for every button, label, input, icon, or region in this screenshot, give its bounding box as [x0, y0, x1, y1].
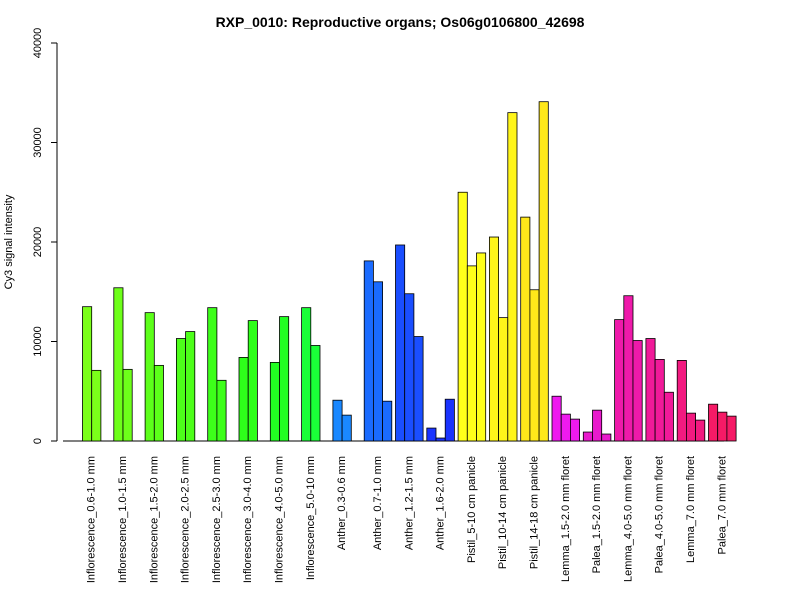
bar [153, 364, 164, 442]
bar [560, 413, 571, 442]
bar [444, 398, 455, 442]
x-tick-label: Inflorescence_4.0-5.0 mm [274, 456, 286, 583]
bar [570, 418, 581, 442]
bar [363, 260, 374, 442]
bar [601, 433, 612, 442]
x-tick-label: Pistil_14-18 cm panicle [529, 456, 541, 569]
bar [538, 101, 549, 442]
bar [185, 331, 196, 442]
x-tick-label: Inflorescence_5.0-10 mm [305, 456, 317, 580]
y-axis-label: Cy3 signal intensity [3, 194, 15, 289]
bar [207, 307, 218, 442]
x-tick-label: Anther_0.7-1.0 mm [372, 456, 384, 550]
bar [592, 409, 603, 442]
bar [476, 252, 487, 442]
y-tick-label: 40000 [32, 28, 44, 59]
bar [488, 236, 499, 442]
x-tick-label: Palea_7.0 mm floret [716, 456, 728, 554]
y-tick-label: 20000 [32, 227, 44, 258]
bar [498, 317, 509, 442]
bar [238, 357, 249, 442]
y-axis: 0 10000 20000 30000 40000 [32, 28, 58, 444]
y-tick-label: 0 [32, 438, 44, 444]
bar [310, 345, 321, 442]
bar [623, 295, 634, 442]
bar [529, 289, 540, 442]
bar [695, 419, 706, 442]
y-tick-label: 10000 [32, 326, 44, 357]
bar [686, 412, 697, 442]
bar [435, 437, 446, 442]
x-tick-label: Lemma_4.0-5.0 mm floret [622, 456, 634, 582]
bar [247, 320, 258, 442]
bar [717, 411, 728, 442]
bar [279, 316, 290, 442]
bar [332, 399, 343, 442]
x-tick-label: Inflorescence_2.5-3.0 mm [211, 456, 223, 583]
bar [632, 340, 643, 442]
bar [269, 361, 280, 442]
bar [301, 307, 312, 442]
bar [614, 319, 625, 442]
x-tick-label: Pistil_10-14 cm panicle [497, 456, 509, 569]
x-tick-label: Anther_1.2-1.5 mm [403, 456, 415, 550]
x-tick-label: Inflorescence_3.0-4.0 mm [242, 456, 254, 583]
bar [404, 293, 415, 442]
bar [708, 403, 719, 442]
bar [726, 415, 737, 442]
x-tick-labels: Inflorescence_0.6-1.0 mm Inflorescence_1.… [86, 456, 729, 583]
bar [372, 281, 383, 442]
x-tick-label: Palea_1.5-2.0 mm floret [591, 456, 603, 573]
bar [113, 287, 124, 442]
x-tick-label: Lemma_1.5-2.0 mm floret [560, 456, 572, 582]
bar [413, 336, 424, 442]
bar [507, 112, 518, 442]
bar [82, 306, 93, 442]
x-tick-label: Inflorescence_0.6-1.0 mm [86, 456, 98, 583]
x-tick-label: Pistil_5-10 cm panicle [466, 456, 478, 563]
x-tick-label: Anther_0.3-0.6 mm [336, 456, 348, 550]
y-tick-label: 30000 [32, 127, 44, 158]
x-tick-label: Inflorescence_1.0-1.5 mm [117, 456, 129, 583]
bar [175, 338, 186, 442]
chart-title: RXP_0010: Reproductive organs; Os06g0106… [216, 14, 585, 30]
bar [654, 359, 665, 442]
x-tick-label: Lemma_7.0 mm floret [685, 456, 697, 563]
x-tick-label: Inflorescence_1.5-2.0 mm [148, 456, 160, 583]
x-tick-label: Anther_1.6-2.0 mm [435, 456, 447, 550]
bar [551, 395, 562, 442]
bar [645, 338, 656, 442]
bar [663, 391, 674, 442]
bar [144, 312, 155, 442]
bar [582, 431, 593, 442]
bar [466, 265, 477, 442]
bar [382, 400, 393, 442]
bar [91, 369, 102, 442]
bar [426, 427, 437, 442]
bar [676, 360, 687, 442]
bar [122, 368, 133, 442]
bar [520, 216, 531, 442]
bar [395, 244, 406, 442]
x-tick-label: Inflorescence_2.0-2.5 mm [180, 456, 192, 583]
bar [341, 414, 352, 442]
bar [457, 191, 468, 442]
x-tick-label: Palea_4.0-5.0 mm floret [654, 456, 666, 573]
bars [82, 101, 737, 442]
bar [216, 379, 227, 442]
